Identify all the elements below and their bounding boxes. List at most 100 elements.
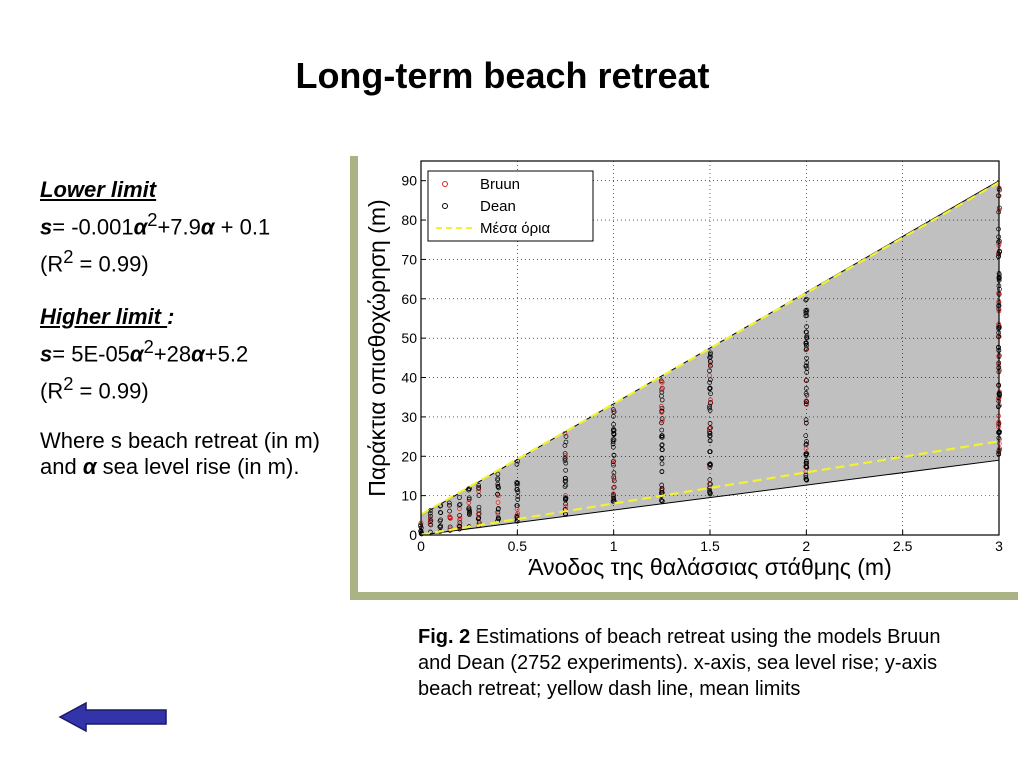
dean-point <box>515 489 521 495</box>
dean-point <box>659 416 665 421</box>
dean-point <box>466 487 471 493</box>
dean-point <box>514 480 520 485</box>
higher-limit-heading-row: Higher limit : <box>40 302 340 332</box>
r2-text: = 0.99) <box>73 251 149 277</box>
dean-point <box>611 422 616 427</box>
dean-point <box>804 460 810 466</box>
bruun-point <box>562 431 568 436</box>
dean-point <box>659 393 664 399</box>
dean-point <box>804 378 809 383</box>
dean-point <box>457 501 463 507</box>
bruun-point <box>457 515 463 521</box>
dean-point <box>803 451 809 457</box>
dean-point <box>496 516 501 521</box>
caption-text: Estimations of beach retreat using the m… <box>418 626 941 700</box>
bruun-point <box>803 446 809 452</box>
eq-text: + 0.1 <box>214 214 271 240</box>
dean-point <box>803 329 809 335</box>
legend-box <box>427 170 594 242</box>
dean-point <box>610 459 616 465</box>
dean-point <box>659 455 665 461</box>
dean-point <box>803 464 809 469</box>
bruun-point <box>495 511 501 517</box>
dean-point <box>611 494 616 499</box>
higher-limit-heading: Higher limit <box>40 303 168 329</box>
dean-point <box>804 441 809 447</box>
dean-point <box>466 497 472 502</box>
where-text: Where s beach retreat (in m) and <box>40 428 320 480</box>
dean-point <box>515 494 521 499</box>
higher-limit-equation: s= 5E-05α2+28α+5.2 <box>40 332 340 369</box>
dean-point <box>467 507 472 513</box>
bruun-point <box>659 409 664 415</box>
y-tick-label: 50 <box>401 330 417 346</box>
dean-point <box>804 355 809 361</box>
dean-point <box>562 451 568 456</box>
dean-point <box>611 414 616 419</box>
dean-point <box>804 334 809 340</box>
dean-point <box>803 386 809 391</box>
y-tick-label: 10 <box>401 488 417 504</box>
bruun-point <box>611 409 616 415</box>
legend-bruun-marker <box>442 181 448 187</box>
dean-point <box>428 522 434 528</box>
dean-point <box>804 392 810 398</box>
dean-point <box>610 444 616 450</box>
x-tick-label: 1 <box>610 538 618 554</box>
dean-point <box>659 442 665 448</box>
legend-dean-marker <box>442 203 448 209</box>
dean-point <box>427 510 433 516</box>
dean-point <box>707 438 713 443</box>
eq-alpha: α <box>133 214 148 240</box>
where-alpha: α <box>82 454 97 480</box>
x-tick-label: 3 <box>995 538 1003 554</box>
y-axis-label: Παράκτια οπισθοχώρηση (m) <box>364 199 390 496</box>
bruun-point <box>427 516 433 522</box>
dean-point <box>476 504 482 510</box>
eq-text: +5.2 <box>204 340 249 366</box>
eq-text: = 5E-05 <box>52 340 130 366</box>
dean-point <box>707 421 713 426</box>
dean-point <box>610 437 616 442</box>
dean-point <box>438 524 443 530</box>
dean-point <box>563 467 569 473</box>
y-tick-label: 60 <box>401 291 417 307</box>
bruun-point <box>466 500 472 505</box>
bruun-point <box>659 418 665 424</box>
y-tick-label: 20 <box>401 448 417 464</box>
bruun-point <box>457 506 462 511</box>
eq-text: = -0.001 <box>52 214 134 240</box>
dean-point <box>467 512 472 517</box>
bruun-point <box>659 403 664 409</box>
dean-point <box>563 434 569 439</box>
dean-point <box>563 475 568 481</box>
dean-point <box>707 352 713 357</box>
dean-point <box>707 408 713 413</box>
dean-point <box>707 433 713 439</box>
bruun-point <box>457 517 463 523</box>
dean-point <box>495 471 501 477</box>
dean-point <box>476 511 482 517</box>
dean-point <box>563 497 568 503</box>
bruun-point <box>475 511 481 517</box>
dean-point <box>562 456 568 461</box>
dean-point <box>562 458 568 463</box>
bruun-point <box>707 481 712 487</box>
dean-point <box>610 441 616 447</box>
y-tick-label: 70 <box>401 251 417 267</box>
dean-point <box>804 399 810 405</box>
dean-point <box>437 518 443 524</box>
caption-label: Fig. 2 <box>418 626 471 648</box>
eq-alpha: α <box>129 340 144 366</box>
dean-point <box>707 368 712 374</box>
lower-limit-equation: s= -0.001α2+7.9α + 0.1 <box>40 205 340 242</box>
x-tick-label: 0 <box>417 538 425 554</box>
dean-point <box>707 489 712 495</box>
dean-point <box>563 460 569 466</box>
back-arrow-icon[interactable] <box>58 700 168 734</box>
dean-point <box>660 447 665 453</box>
dean-point <box>659 482 665 488</box>
dean-point <box>514 514 520 519</box>
bruun-point <box>659 379 664 385</box>
